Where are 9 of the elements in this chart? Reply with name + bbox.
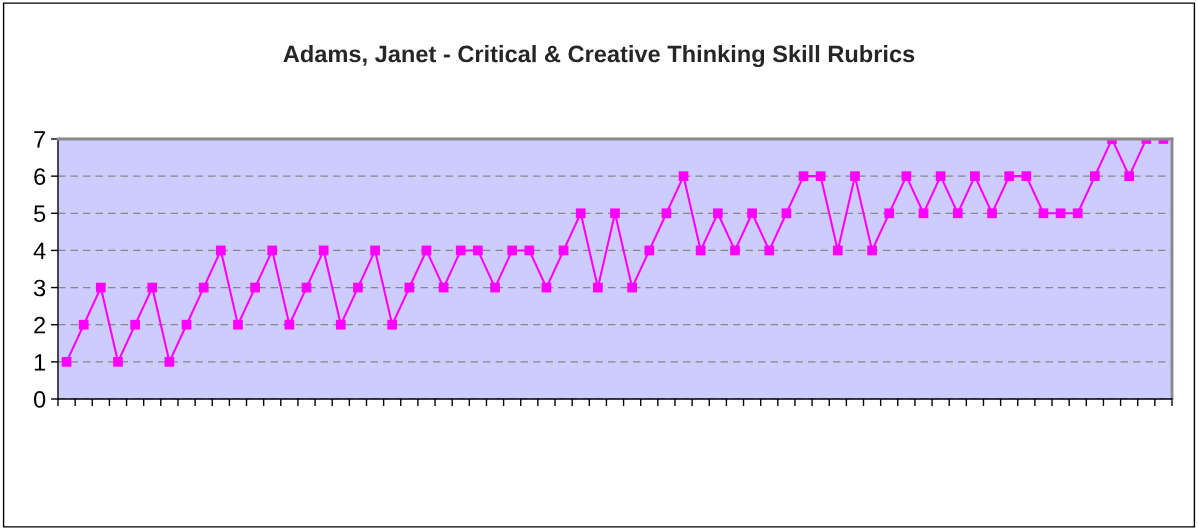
y-tick-label: 1 — [34, 354, 46, 371]
chart-title: Adams, Janet - Critical & Creative Thinking Skill Rubrics — [283, 45, 915, 68]
y-tick-label: 5 — [34, 205, 46, 223]
y-tick-label: 7 — [34, 131, 46, 148]
y-tick-label: 0 — [33, 391, 46, 408]
y-tick-label: 2 — [34, 316, 46, 334]
y-tick-label: 3 — [33, 279, 46, 297]
y-tick-label: 6 — [34, 168, 46, 185]
y-tick-label: 4 — [33, 242, 46, 259]
